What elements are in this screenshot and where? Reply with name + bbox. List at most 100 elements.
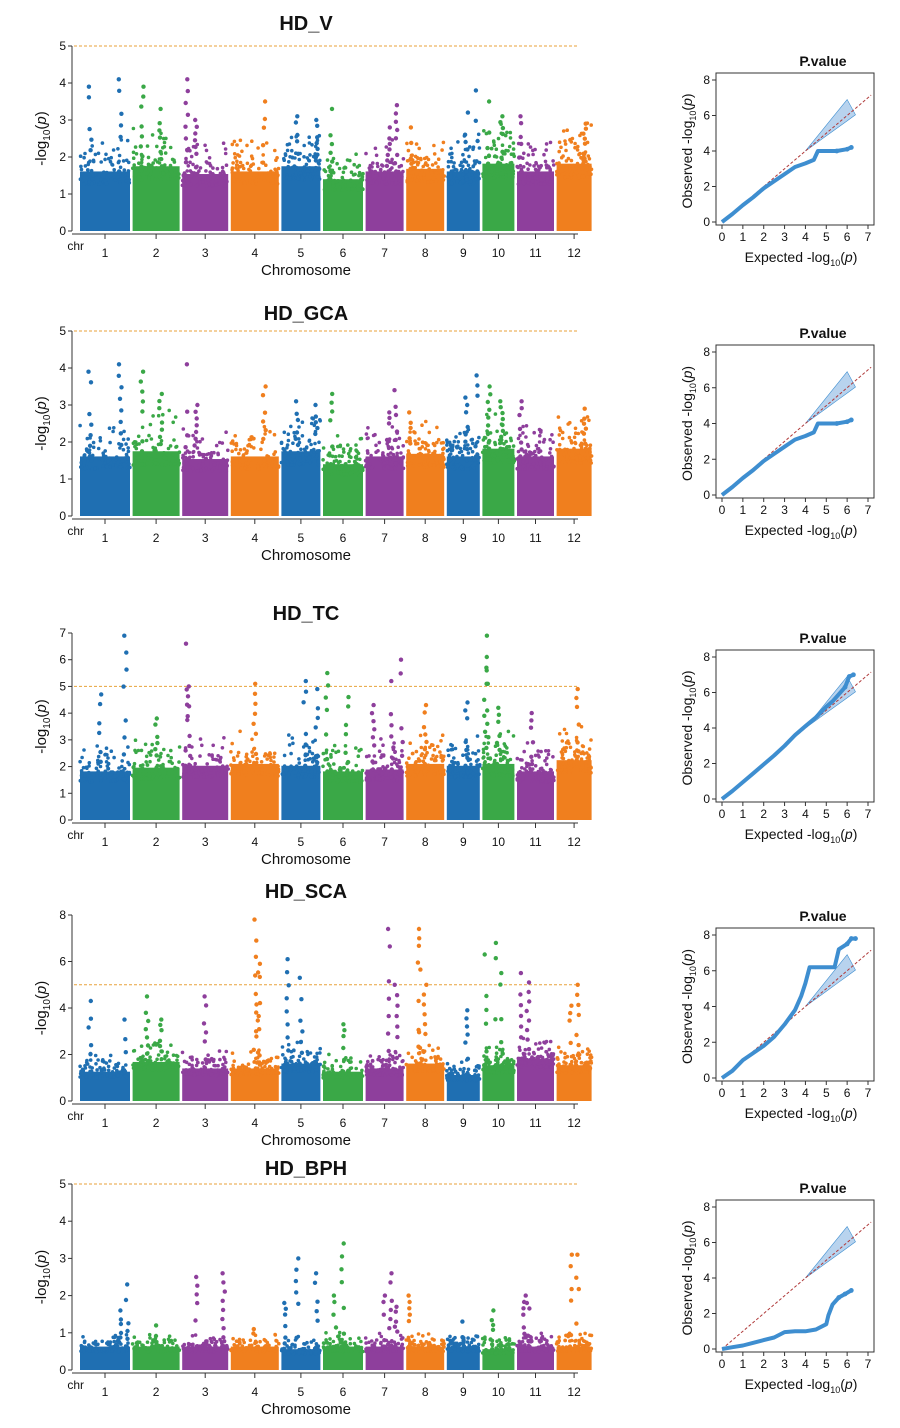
snp-point [494,770,499,775]
snp-point [111,463,115,467]
snp-point [150,166,155,171]
snp-point [392,760,397,765]
snp-point [269,169,273,174]
snp-point [412,459,417,464]
snp-point [260,767,265,772]
snp-point [347,779,352,784]
snp-peak-point [398,657,404,662]
snp-peak-point [296,151,301,156]
chromosome-9-points [445,1008,482,1101]
snp-point [423,447,428,451]
snp-point [189,775,193,780]
snp-point [78,423,82,428]
snp-point [116,772,120,776]
snp-peak-point [254,1034,259,1039]
snp-point [286,451,291,456]
snp-point [328,1072,332,1077]
snp-point [422,769,427,773]
snp-peak-point [486,153,492,159]
snp-point [242,769,247,774]
snp-point [481,750,486,755]
snp-point [364,151,368,156]
snp-point [305,156,310,160]
snp-point [544,467,548,471]
snp-point [154,1067,159,1071]
snp-point [340,187,345,192]
snp-peak-point [423,702,429,708]
snp-point [544,142,549,146]
snp-point [405,774,409,778]
snp-point [280,1045,285,1049]
snp-point [221,1068,225,1073]
snp-point [459,160,464,165]
snp-point [586,154,591,158]
snp-point [577,763,581,767]
snp-point [414,749,419,754]
snp-point [562,765,567,769]
snp-point [460,453,465,458]
snp-peak-point [99,692,104,697]
snp-point [106,756,110,760]
snp-point [424,155,429,160]
snp-point [521,777,525,781]
snp-point [201,459,205,463]
snp-peak-point [184,160,189,165]
snp-point [539,182,543,186]
snp-peak-point [517,412,522,418]
snp-point [419,168,424,172]
snp-point [388,1053,392,1057]
snp-point [83,164,88,168]
snp-point [450,445,455,449]
snp-point [287,743,292,747]
snp-peak-point [183,748,188,753]
snp-peak-point [293,120,299,125]
chromosome-1-points [78,77,132,231]
snp-point [433,449,437,454]
snp-point [391,1057,395,1062]
snp-point [588,450,592,454]
snp-point [573,750,577,754]
snp-point [471,751,475,755]
snp-point [526,142,531,146]
snp-peak-point [398,767,403,772]
snp-point [294,1061,299,1066]
snp-peak-point [485,423,491,428]
manhattan-title: HD_V [279,13,333,35]
chromosome-10-points [480,633,516,820]
snp-point [255,765,259,769]
snp-point [162,455,167,460]
snp-point [439,739,443,743]
snp-peak-point [153,747,158,752]
snp-point [531,462,536,466]
snp-point [144,438,149,443]
snp-peak-point [154,716,159,721]
snp-point [175,1054,180,1059]
snp-peak-point [345,759,351,765]
snp-point [374,153,379,158]
chromosome-tick-label: 12 [567,531,581,545]
snp-point [313,169,317,173]
snp-point [254,1056,258,1061]
snp-point [445,462,449,467]
snp-point [194,183,199,188]
snp-peak-point [463,708,468,713]
snp-point [461,152,465,157]
snp-point [471,1076,475,1080]
snp-point [341,447,346,451]
snp-point [294,171,298,176]
snp-peak-point [342,1057,347,1063]
snp-point [385,464,390,469]
snp-point [401,444,406,448]
snp-point [476,1077,481,1081]
snp-point [104,746,109,750]
snp-point [518,758,523,762]
snp-point [557,149,561,154]
snp-point [430,765,435,770]
snp-peak-point [154,765,159,770]
snp-point [560,460,565,465]
snp-point [405,141,409,146]
snp-point [434,1059,438,1063]
chromosome-tick-label: 2 [153,246,160,260]
snp-point [481,438,486,442]
snp-point [258,1063,263,1067]
